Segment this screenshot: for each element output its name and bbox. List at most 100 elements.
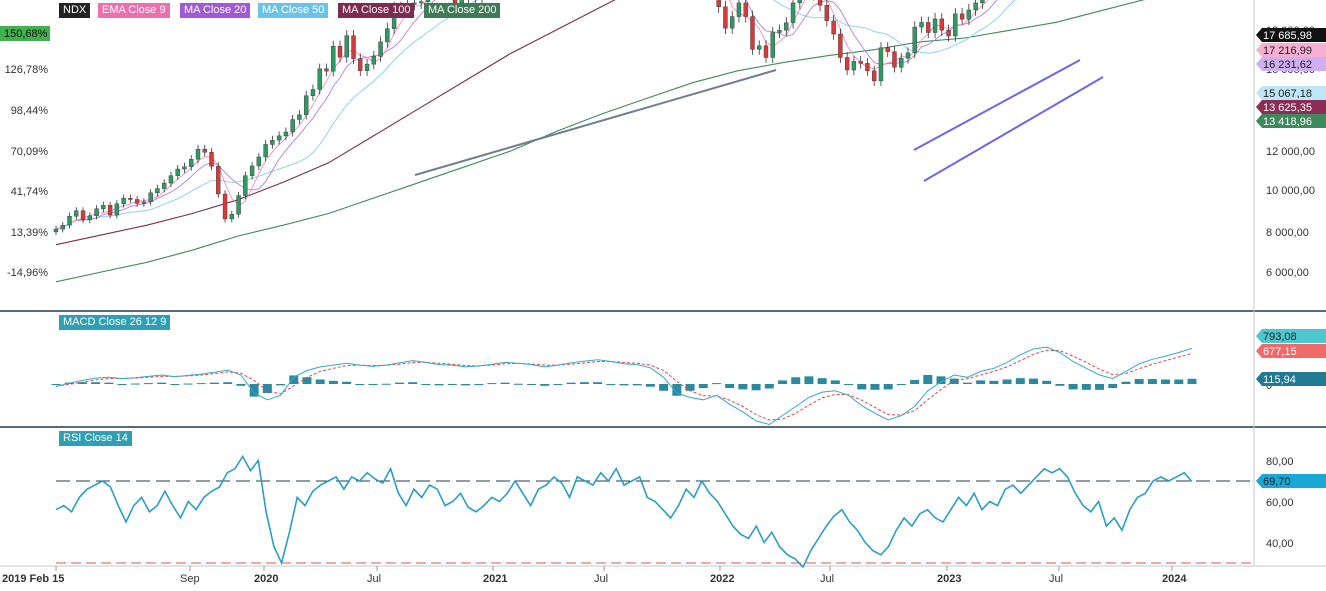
- candle-body: [818, 0, 822, 5]
- candle-body: [920, 22, 924, 27]
- candle-body: [223, 194, 227, 219]
- macd-histogram-bar: [791, 377, 800, 384]
- rsi-title[interactable]: RSI Close 14: [59, 431, 132, 446]
- candle-body: [385, 29, 389, 42]
- macd-value-label: 115,94: [1263, 374, 1296, 386]
- legend-ema-9[interactable]: EMA Close 9: [98, 3, 170, 18]
- candle-body: [352, 36, 356, 59]
- macd-histogram-bar: [659, 384, 668, 391]
- candle-body: [372, 56, 376, 64]
- candle-body: [297, 115, 301, 120]
- macd-histogram-bar: [818, 378, 827, 384]
- candle-body: [284, 132, 288, 136]
- macd-histogram-bar: [950, 379, 959, 384]
- macd-histogram-bar: [184, 384, 193, 385]
- macd-value-label: 677,15: [1263, 346, 1297, 358]
- candle-body: [750, 17, 754, 50]
- macd-histogram-bar: [1148, 379, 1157, 384]
- candle-body: [196, 149, 200, 159]
- macd-histogram-bar: [870, 384, 879, 390]
- candle-body: [723, 7, 727, 28]
- candle-body: [108, 205, 112, 215]
- legend-ndx[interactable]: NDX: [59, 3, 90, 18]
- percent-tick-label: 13,39%: [11, 227, 49, 239]
- macd-histogram-bar: [897, 384, 906, 385]
- macd-histogram-bar: [1029, 379, 1038, 384]
- percent-tick-label: 41,74%: [11, 186, 49, 198]
- candle-body: [717, 0, 721, 7]
- candle-body: [865, 63, 869, 70]
- macd-histogram-bar: [1082, 384, 1091, 390]
- legend-ma-50[interactable]: MA Close 50: [258, 3, 328, 18]
- candle-body: [980, 0, 984, 3]
- candle-body: [115, 204, 119, 215]
- percent-tick-label: -14,96%: [7, 267, 48, 279]
- macd-histogram-bar: [752, 384, 761, 390]
- candle-body: [101, 205, 105, 209]
- macd-histogram-bar: [989, 381, 998, 384]
- candle-body: [960, 14, 964, 19]
- legend-ma-100[interactable]: MA Close 100: [338, 3, 414, 18]
- price-tick-label: 12 000,00: [1266, 146, 1315, 158]
- legend-ma-20[interactable]: MA Close 20: [180, 3, 250, 18]
- macd-histogram-bar: [1095, 384, 1104, 390]
- price-panel[interactable]: [54, 0, 1254, 282]
- candle-body: [277, 136, 281, 140]
- candle-body: [155, 189, 159, 193]
- macd-histogram-bar: [276, 384, 285, 385]
- candle-body: [379, 42, 383, 56]
- macd-histogram-bar: [395, 383, 404, 384]
- legend-ma-200[interactable]: MA Close 200: [424, 3, 500, 18]
- candle-body: [791, 3, 795, 23]
- price-label: 13 625,35: [1263, 102, 1312, 114]
- candle-body: [338, 46, 342, 57]
- macd-histogram-bar: [606, 384, 615, 385]
- candle-body: [128, 198, 132, 199]
- candle-body: [122, 198, 126, 203]
- macd-histogram-bar: [976, 380, 985, 384]
- candle-body: [331, 46, 335, 71]
- macd-histogram-bar: [210, 383, 219, 384]
- percent-tick-label: 98,44%: [11, 105, 49, 117]
- candle-body: [142, 202, 146, 204]
- macd-histogram-bar: [1016, 378, 1025, 384]
- price-label: 17 216,99: [1263, 45, 1312, 57]
- candle-body: [345, 36, 349, 57]
- candle-body: [318, 69, 322, 90]
- macd-title[interactable]: MACD Close 26 12 9: [59, 315, 170, 330]
- macd-histogram-bar: [302, 377, 311, 384]
- candle-body: [216, 166, 220, 194]
- macd-histogram-bar: [91, 382, 100, 384]
- candle-body: [778, 30, 782, 32]
- macd-histogram-bar: [157, 383, 166, 384]
- candle-body: [189, 159, 193, 166]
- macd-histogram-bar: [923, 375, 932, 384]
- candle-body: [169, 176, 173, 183]
- x-tick-label: Jul: [1049, 573, 1063, 585]
- macd-histogram-bar: [804, 376, 813, 384]
- percent-tick-label: 70,09%: [11, 146, 49, 158]
- candle-body: [899, 58, 903, 67]
- x-tick-label: 2021: [483, 573, 507, 585]
- macd-histogram-bar: [1108, 384, 1117, 388]
- candle-body: [967, 10, 971, 19]
- price-label: 13 418,96: [1263, 116, 1312, 128]
- candle-body: [757, 46, 761, 50]
- macd-histogram-bar: [329, 381, 338, 384]
- macd-histogram-bar: [144, 383, 153, 384]
- macd-histogram-bar: [223, 382, 232, 384]
- macd-histogram-bar: [1042, 381, 1051, 384]
- candle-body: [61, 225, 65, 229]
- macd-histogram-bar: [778, 380, 787, 384]
- candle-body: [798, 0, 802, 3]
- price-tick-label: 8 000,00: [1266, 227, 1309, 239]
- candle-body: [730, 17, 734, 29]
- x-tick-label: 2022: [710, 573, 734, 585]
- macd-histogram-bar: [593, 382, 602, 384]
- candle-body: [852, 61, 856, 70]
- candle-body: [838, 34, 842, 57]
